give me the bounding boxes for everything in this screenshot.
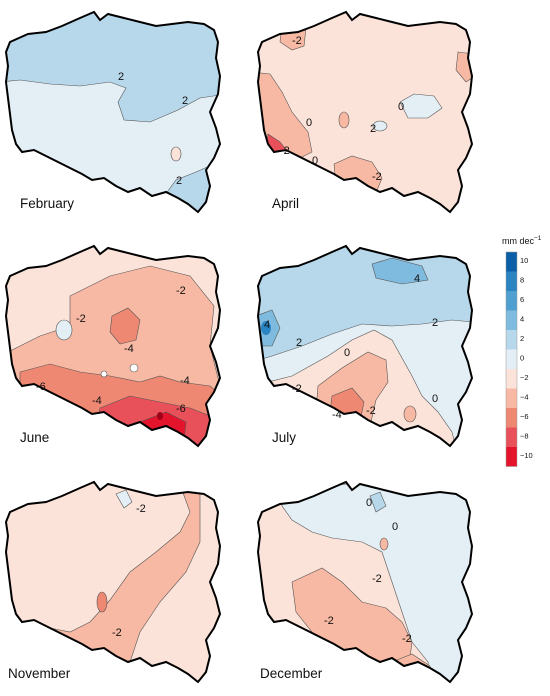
contour-label: -2: [372, 573, 382, 585]
contour-label: 2: [370, 123, 376, 135]
contour-label: -2: [76, 313, 86, 325]
panel-june: -2 -2 -4 -4 -4 -6 -6 June: [5, 245, 221, 447]
month-label: April: [272, 196, 299, 211]
legend-tick-label: 2: [520, 334, 524, 343]
contour-label: -2: [366, 405, 376, 417]
legend-tick-label: 10: [520, 256, 528, 265]
contour-label: 2: [432, 317, 438, 329]
contour-label: -4: [332, 409, 342, 421]
contour-label: 0: [392, 521, 398, 533]
contour-label: -4: [124, 343, 134, 355]
contour-label: -2: [324, 615, 334, 627]
contour-label: -2: [292, 383, 302, 395]
region-dark: [157, 412, 163, 420]
region-2-to-4: [369, 491, 387, 513]
region-neg4-to-neg6: [407, 668, 417, 676]
panel-november: -2 -2 November: [5, 481, 221, 683]
legend-tick-label: 8: [520, 276, 524, 285]
legend-tick-label: 6: [520, 295, 524, 304]
contour-label: 4: [264, 319, 270, 331]
region-neg4-to-neg6-center: [109, 307, 141, 345]
legend-tick-label: −4: [520, 393, 529, 402]
legend-swatch: [506, 310, 517, 330]
legend-frame: [505, 251, 518, 467]
region-neg-small: [170, 146, 182, 162]
contour-label: 0: [366, 497, 372, 509]
contour-label: 4: [414, 273, 420, 285]
region-neg2-to-neg4: [338, 111, 350, 129]
region-neg2-to-neg4-small: [379, 537, 389, 551]
contour-label: -6: [176, 403, 186, 415]
region-0-to-2: [55, 319, 73, 341]
panel-december: 0 0 -2 -2 -2 December: [257, 481, 473, 683]
legend-tick-label: −8: [520, 432, 529, 441]
legend-tick-label: −6: [520, 412, 529, 421]
legend-swatch: [506, 447, 517, 467]
region-0-to-2: [115, 489, 133, 509]
legend-title: mm dec−1: [502, 235, 542, 246]
panel-july: 4 4 2 2 0 -2 0 -4 -2 July: [257, 245, 473, 447]
contour-label: -2: [292, 35, 302, 47]
region-small-white: [129, 363, 139, 373]
contour-label: 2: [296, 337, 302, 349]
legend-tick-label: −2: [520, 373, 529, 382]
contour-label: 2: [118, 71, 124, 83]
legend-swatch: [506, 349, 517, 369]
legend-tick-label: −10: [520, 451, 533, 460]
month-label: November: [8, 666, 71, 681]
contour-label: 2: [176, 175, 182, 187]
region-2-to-4: [6, 12, 220, 123]
contour-label: 0: [306, 117, 312, 129]
legend-swatch: [506, 252, 517, 272]
contour-label: -4: [180, 375, 190, 387]
month-label: December: [260, 666, 323, 681]
contour-label: 2: [182, 95, 188, 107]
region-small-white: [100, 370, 108, 378]
month-label: February: [20, 196, 74, 211]
legend-swatch: [506, 291, 517, 311]
region-0-to-2: [399, 93, 443, 119]
contour-label: -2: [372, 171, 382, 183]
contour-label: -2: [176, 285, 186, 297]
contour-label: 0: [398, 101, 404, 113]
contour-label: 0: [312, 155, 318, 167]
legend-tick-label: 0: [520, 354, 524, 363]
region-6-to-8: [261, 321, 271, 335]
contour-label: 0: [432, 393, 438, 405]
region-2-to-4: [258, 246, 472, 363]
contour-label: -2: [402, 633, 412, 645]
month-label: June: [20, 430, 49, 445]
legend-swatch: [506, 388, 517, 408]
region-neg4-to-neg6: [96, 591, 108, 613]
legend-bar: 10 8 6 4 2 0 −2 −4 −6 −8 −10: [505, 251, 533, 467]
region-neg2-to-neg4-small: [403, 405, 417, 423]
legend-title-superscript: −1: [534, 235, 542, 242]
month-label: July: [272, 430, 296, 445]
contour-label: -2: [136, 503, 146, 515]
panel-april: -2 0 2 0 -2 -2 0 April: [257, 11, 473, 213]
contour-label: -4: [92, 395, 102, 407]
contour-label: -2: [112, 627, 122, 639]
legend-tick-label: 4: [520, 315, 524, 324]
legend-swatch: [506, 330, 517, 350]
contour-label: -2: [280, 145, 290, 157]
color-legend: mm dec−1 10 8 6 4 2 0 −2 −4 −6 −8 −10: [502, 235, 542, 467]
legend-swatch: [506, 369, 517, 389]
panel-february: 2 2 2 February: [5, 11, 221, 213]
legend-swatch: [506, 427, 517, 447]
legend-swatch: [506, 271, 517, 291]
region-0-to-2-small: [372, 120, 388, 132]
region-4-to-6-north: [371, 257, 429, 285]
contour-label: -6: [36, 381, 46, 393]
legend-swatch: [506, 408, 517, 428]
contour-label: 0: [344, 347, 350, 359]
